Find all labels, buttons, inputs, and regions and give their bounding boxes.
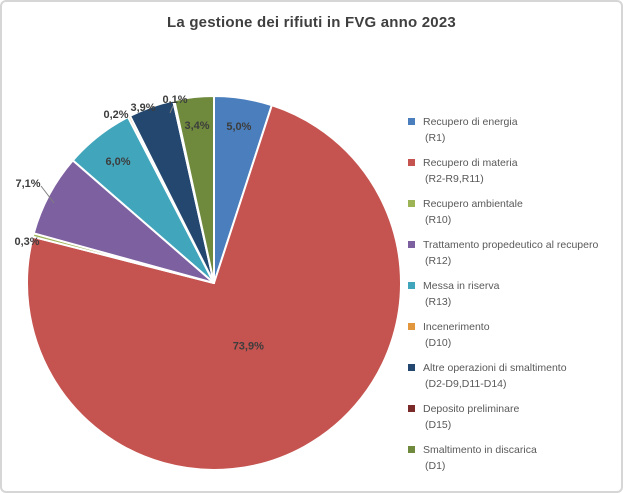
legend-code: (D10) xyxy=(425,337,452,349)
legend-swatch xyxy=(408,282,415,289)
label-leader-line xyxy=(169,105,174,114)
percent-label: 3,9% xyxy=(130,102,155,114)
percent-label: 5,0% xyxy=(226,121,251,133)
legend-item-6: Incenerimento (D10) xyxy=(408,319,621,351)
label-leader-line xyxy=(40,185,55,204)
legend-label: Altre operazioni di smaltimento xyxy=(423,362,567,374)
legend-item-8: Deposito preliminare (D15) xyxy=(408,401,621,433)
legend-item-5: Messa in riserva (R13) xyxy=(408,278,621,310)
legend-swatch xyxy=(408,241,415,248)
legend-code: (R12) xyxy=(425,255,452,267)
legend-swatch xyxy=(408,323,415,330)
legend-item-2: Recupero di materia (R2-R9,R11) xyxy=(408,155,621,187)
percent-label: 0,3% xyxy=(14,236,39,248)
legend-label: Incenerimento xyxy=(423,321,490,333)
percent-label: 6,0% xyxy=(105,156,130,168)
percent-label: 73,9% xyxy=(233,340,264,352)
legend-label: Messa in riserva xyxy=(423,280,500,292)
legend-label: Trattamento propedeutico al recupero xyxy=(423,239,599,251)
legend-label: Recupero di materia xyxy=(423,157,518,169)
legend-swatch xyxy=(408,200,415,207)
legend-swatch xyxy=(408,159,415,166)
legend-item-4: Trattamento propedeutico al recupero (R12… xyxy=(408,237,621,269)
percent-label: 0,1% xyxy=(162,94,187,106)
legend-code: (D2-D9,D11-D14) xyxy=(425,378,507,390)
legend-code: (R10) xyxy=(425,214,452,226)
chart-legend: Recupero di energia (R1) Recupero di mater… xyxy=(408,114,621,483)
legend-code: (D15) xyxy=(425,419,452,431)
legend-item-3: Recupero ambientale (R10) xyxy=(408,196,621,228)
legend-label: Deposito preliminare xyxy=(423,403,520,415)
legend-item-1: Recupero di energia (R1) xyxy=(408,114,621,146)
legend-swatch xyxy=(408,446,415,453)
pie-slice-9 xyxy=(173,95,215,284)
legend-label: Smaltimento in discarica xyxy=(423,444,537,456)
chart-title: La gestione dei rifiuti in FVG anno 2023 xyxy=(167,14,456,31)
legend-swatch xyxy=(408,405,415,412)
legend-item-7: Altre operazioni di smaltimento (D2-D9,D1… xyxy=(408,360,621,392)
legend-label: Recupero ambientale xyxy=(423,198,523,210)
legend-swatch xyxy=(408,118,415,125)
pie-slice-2 xyxy=(26,104,402,471)
percent-label: 3,4% xyxy=(184,120,209,132)
legend-code: (R1) xyxy=(425,132,446,144)
legend-code: (D1) xyxy=(425,460,446,472)
legend-code: (R2-R9,R11) xyxy=(425,173,484,185)
percent-label: 0,2% xyxy=(103,109,128,121)
percent-label: 7,1% xyxy=(15,178,40,190)
legend-label: Recupero di energia xyxy=(423,116,518,128)
legend-code: (R13) xyxy=(425,296,452,308)
legend-swatch xyxy=(408,364,415,371)
legend-item-9: Smaltimento in discarica (D1) xyxy=(408,442,621,474)
